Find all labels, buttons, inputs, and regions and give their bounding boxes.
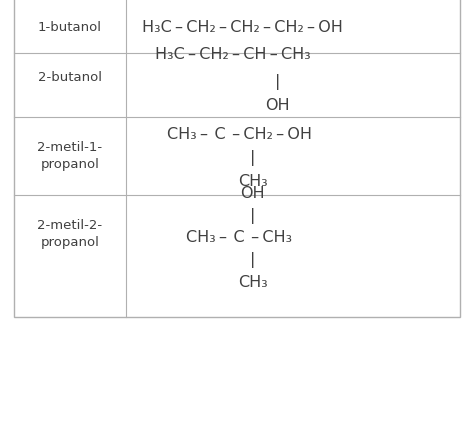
Text: CH₃: CH₃ (238, 173, 267, 189)
Text: |: | (250, 208, 255, 224)
Text: |: | (250, 252, 255, 268)
Text: 2-butanol: 2-butanol (38, 72, 102, 84)
Text: CH₃ –  C  – CH₃: CH₃ – C – CH₃ (186, 230, 292, 245)
Text: CH₃ –  C  – CH₂ – OH: CH₃ – C – CH₂ – OH (167, 127, 312, 142)
Text: 2-metil-2-
propanol: 2-metil-2- propanol (37, 218, 102, 249)
Text: 2-metil-1-
propanol: 2-metil-1- propanol (37, 141, 102, 171)
Text: OH: OH (265, 98, 290, 113)
Text: |: | (275, 74, 280, 90)
Text: H₃C – CH₂ – CH₂ – CH₂ – OH: H₃C – CH₂ – CH₂ – CH₂ – OH (142, 20, 343, 35)
Text: CH₃: CH₃ (238, 274, 267, 290)
Text: OH: OH (240, 186, 265, 201)
Bar (14, 0, 460, 317)
Text: H₃C – CH₂ – CH – CH₃: H₃C – CH₂ – CH – CH₃ (155, 47, 310, 62)
Text: 1-butanol: 1-butanol (38, 21, 102, 34)
Text: |: | (250, 150, 255, 166)
